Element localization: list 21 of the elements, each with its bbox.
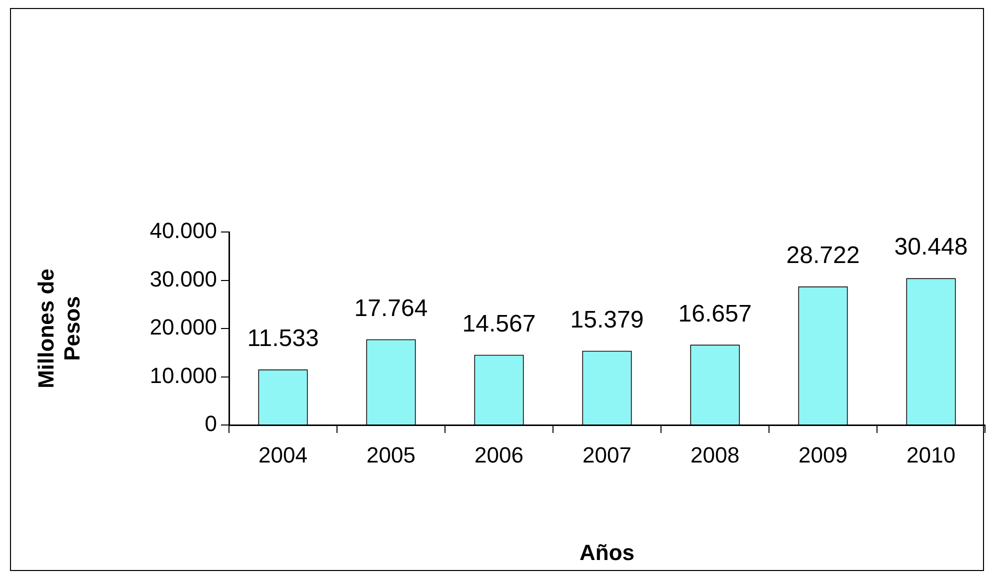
x-tick-label: 2007	[582, 442, 632, 468]
y-tick-label: 30.000	[150, 266, 217, 292]
x-axis-title: Años	[580, 540, 634, 565]
y-tick-label: 10.000	[150, 362, 217, 388]
x-tick-label: 2010	[906, 442, 956, 468]
data-label: 15.379	[570, 306, 644, 334]
y-tick-label: 40.000	[150, 218, 217, 244]
data-label: 11.533	[247, 324, 319, 352]
y-axis-title: Millones de Pesos	[33, 268, 85, 388]
x-tick-label: 2004	[258, 442, 308, 468]
x-tick-label: 2005	[366, 442, 416, 468]
data-label: 16.657	[678, 300, 752, 328]
data-label: 30.448	[894, 234, 968, 261]
y-tick-label: 0	[204, 411, 217, 436]
x-tick-label: 2009	[798, 442, 848, 468]
data-label: 28.722	[786, 242, 860, 270]
data-label: 17.764	[354, 294, 428, 322]
x-tick-label: 2008	[690, 442, 740, 468]
y-tick-label: 20.000	[150, 314, 217, 340]
data-label: 14.567	[462, 310, 536, 338]
x-tick-label: 2006	[474, 442, 524, 468]
